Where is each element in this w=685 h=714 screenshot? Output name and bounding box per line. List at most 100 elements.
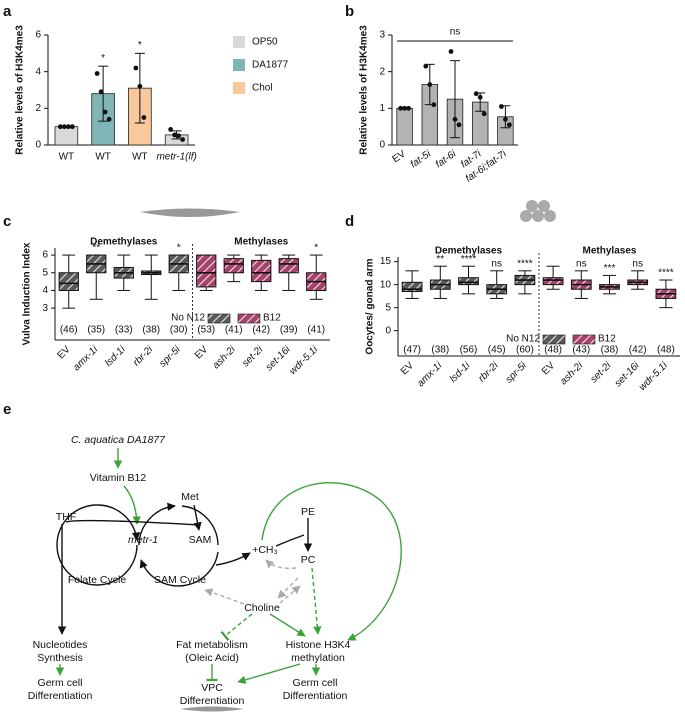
x-tick-label: ash-2i xyxy=(558,360,586,388)
y-tick-label: 1 xyxy=(379,103,385,114)
data-point xyxy=(69,124,75,130)
data-point xyxy=(98,89,104,95)
legend-label: DA1877 xyxy=(252,60,289,71)
x-tick-label: fat-5i xyxy=(409,148,434,170)
x-tick-label: lsd-1i xyxy=(448,360,473,385)
n-label: (39) xyxy=(280,325,298,336)
panel-letter: e xyxy=(3,401,11,418)
x-tick-label: set-2i xyxy=(240,344,266,370)
group-label: Methylases xyxy=(234,237,288,248)
node: +CH₃ xyxy=(252,544,278,556)
y-tick-label: 5 xyxy=(385,302,391,313)
legend-label: Chol xyxy=(252,83,273,94)
n-label: (53) xyxy=(197,325,215,336)
panel-letter: b xyxy=(345,3,354,20)
significance: **** xyxy=(517,258,533,269)
data-point xyxy=(102,109,108,115)
y-tick-label: 4 xyxy=(35,66,41,77)
box xyxy=(278,258,299,274)
data-point xyxy=(503,116,508,122)
significance: * xyxy=(101,53,105,64)
y-tick-label: 2 xyxy=(379,66,385,77)
legend-swatch xyxy=(572,334,596,345)
n-label: (42) xyxy=(252,325,270,336)
n-label: (33) xyxy=(115,325,133,336)
n-label: (46) xyxy=(60,325,78,336)
n-label: (43) xyxy=(572,345,590,356)
y-axis-label: Relative levels of H3K4me3 xyxy=(359,25,370,155)
node: Choline xyxy=(244,602,280,614)
node: Differentiation xyxy=(28,690,93,702)
y-tick-label: 3 xyxy=(42,303,48,314)
y-tick-label: 15 xyxy=(380,256,392,267)
y-tick-label: 4 xyxy=(42,285,48,296)
box xyxy=(401,281,423,293)
x-tick-label: ash-2i xyxy=(211,344,239,372)
legend-swatch xyxy=(233,36,245,48)
data-point xyxy=(456,122,462,128)
n-label: (30) xyxy=(170,325,188,336)
significance: ns xyxy=(632,258,643,269)
y-tick-label: 3 xyxy=(379,30,385,41)
legend-label: No N12 xyxy=(171,313,205,324)
x-tick-label: EV xyxy=(399,360,416,377)
node: C. aquatica DA1877 xyxy=(71,434,166,446)
data-point xyxy=(473,91,479,97)
data-point xyxy=(507,122,512,128)
x-tick-label: EV xyxy=(391,148,409,165)
n-label: (38) xyxy=(431,345,449,356)
legend-label: No N12 xyxy=(506,334,540,345)
worm-icon xyxy=(140,208,240,217)
node: Synthesis xyxy=(37,652,83,664)
n-label: (56) xyxy=(460,345,478,356)
panel-letter: d xyxy=(345,213,354,230)
y-tick-label: 6 xyxy=(35,30,41,41)
x-tick-label: WT xyxy=(59,152,75,163)
n-label: (42) xyxy=(629,345,647,356)
node: SAM xyxy=(189,534,212,546)
n-label: (45) xyxy=(488,345,506,356)
data-point xyxy=(431,102,437,108)
data-point xyxy=(398,105,403,111)
data-point xyxy=(427,82,433,87)
bar xyxy=(396,107,413,146)
node: Germ cell xyxy=(293,677,338,689)
data-point xyxy=(477,94,483,100)
significance: ns xyxy=(576,258,587,269)
node: Nucleotides xyxy=(33,639,88,651)
significance: ** xyxy=(92,243,100,254)
x-tick-label: WT xyxy=(132,152,148,163)
data-point xyxy=(180,137,186,142)
data-point xyxy=(61,124,67,130)
data-point xyxy=(406,105,411,111)
group-label: Demethylases xyxy=(90,237,158,248)
n-label: (35) xyxy=(87,325,105,336)
box xyxy=(58,272,79,291)
y-tick-label: 0 xyxy=(35,140,41,151)
x-tick-label: rbr-2i xyxy=(477,360,502,385)
node: (Oleic Acid) xyxy=(185,652,239,664)
significance: * xyxy=(177,243,181,254)
diagram: e C. aquatica DA1877 Vitamin B12 THF Met… xyxy=(3,401,402,712)
node: PC xyxy=(301,554,316,566)
x-tick-label: EV xyxy=(193,344,210,361)
legend-swatch xyxy=(233,59,245,71)
n-label: (38) xyxy=(601,345,619,356)
data-point xyxy=(423,63,429,69)
significance: * xyxy=(314,243,318,254)
significance: *** xyxy=(604,263,616,274)
x-tick-label: WT xyxy=(95,152,111,163)
n-label: (41) xyxy=(307,325,325,336)
n-label: (60) xyxy=(516,345,534,356)
legend-swatch xyxy=(207,313,231,324)
data-point xyxy=(133,65,139,71)
box xyxy=(251,259,272,283)
data-point xyxy=(168,127,174,132)
significance: * xyxy=(138,40,142,51)
panel-letter: c xyxy=(3,213,11,230)
data-point xyxy=(448,49,454,54)
node: metr-1 xyxy=(128,534,158,546)
node: Differentiation xyxy=(180,695,245,707)
data-point xyxy=(94,71,100,76)
x-tick-label: amx-1i xyxy=(71,344,101,374)
